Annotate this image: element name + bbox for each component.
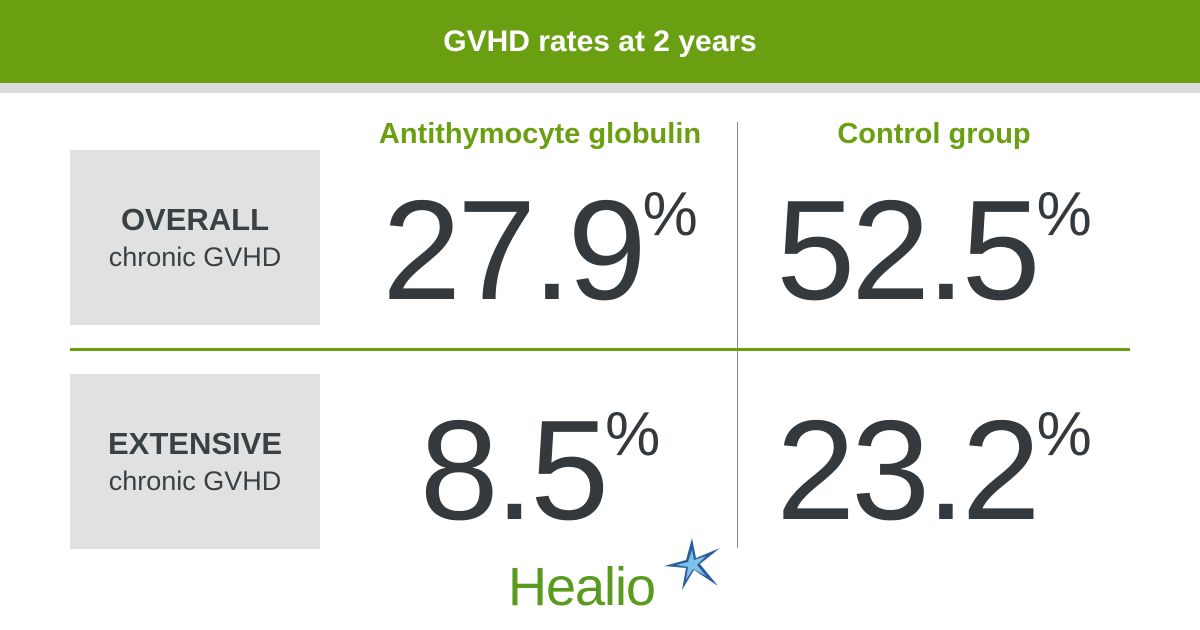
stat-unit: %	[605, 400, 661, 469]
row-label-box: OVERALL chronic GVHD	[70, 150, 320, 325]
row-divider	[70, 348, 1130, 351]
row-label: OVERALL	[120, 202, 270, 237]
logo-text: Healio	[508, 557, 656, 617]
stat: 8.5%	[344, 400, 736, 542]
row-label: EXTENSIVE	[108, 426, 282, 461]
stat-unit: %	[1036, 180, 1092, 249]
stat: 27.9%	[344, 180, 736, 322]
stat-value: 23.2	[776, 391, 1040, 550]
stat: 23.2%	[738, 400, 1130, 542]
header-title: GVHD rates at 2 years	[0, 0, 1200, 83]
stat-value: 8.5	[419, 391, 609, 550]
row-label-box: EXTENSIVE chronic GVHD	[70, 374, 320, 549]
header-strip	[0, 83, 1200, 93]
stat: 52.5%	[738, 180, 1130, 322]
stat-unit: %	[1036, 400, 1092, 469]
row-sublabel: chronic GVHD	[108, 242, 282, 272]
column-divider	[737, 122, 738, 548]
stat-unit: %	[642, 180, 698, 249]
logo-star	[664, 538, 720, 590]
stat-value: 52.5	[776, 171, 1040, 330]
column-header: Control group	[837, 118, 1031, 150]
row-sublabel: chronic GVHD	[108, 466, 282, 496]
stat-value: 27.9	[382, 171, 646, 330]
column-header: Antithymocyte globulin	[378, 118, 702, 150]
